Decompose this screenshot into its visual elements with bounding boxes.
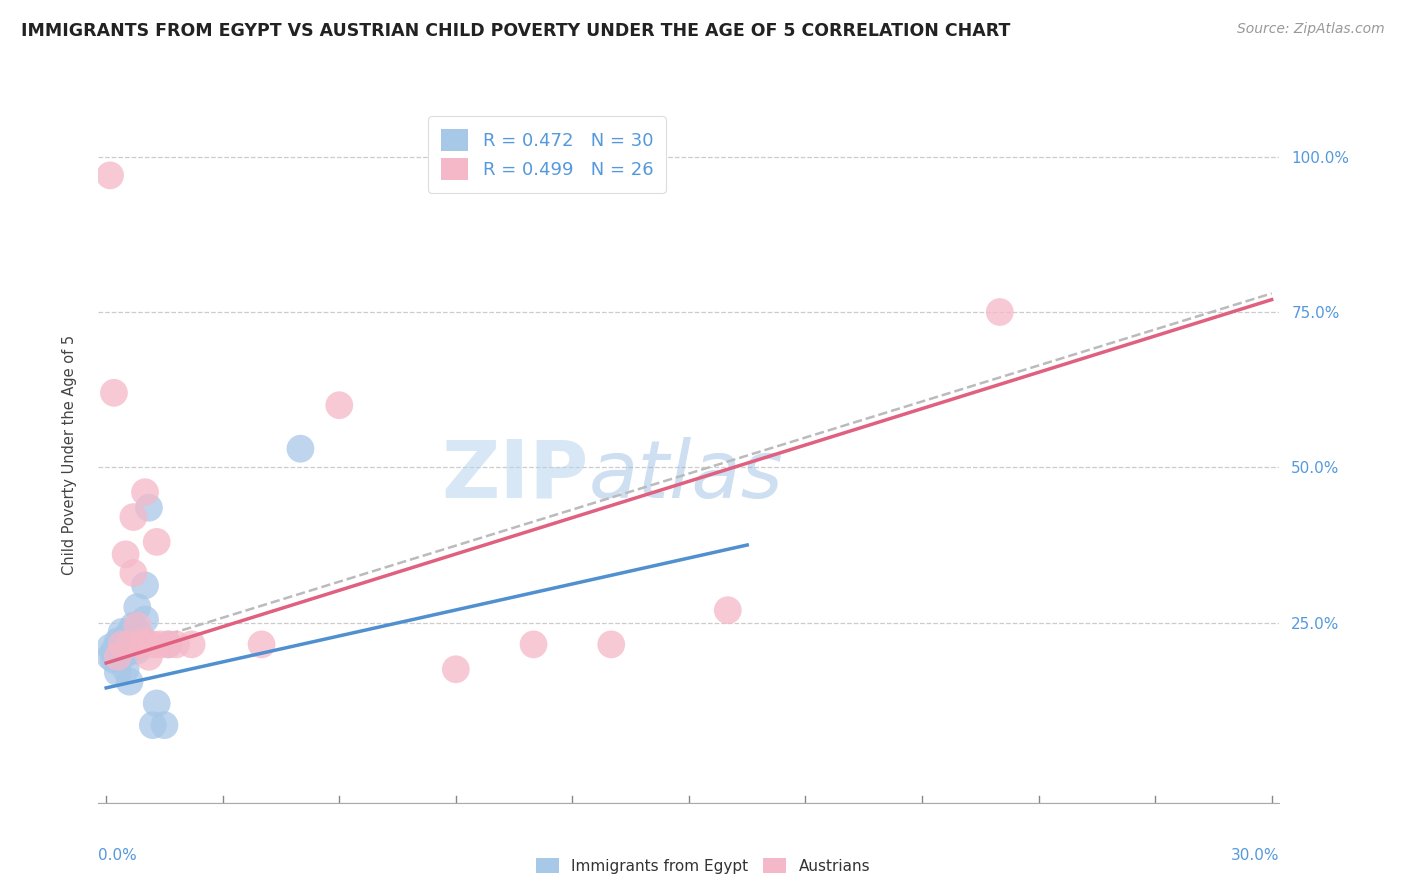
Point: [122, 566, 145, 580]
Point: [111, 624, 134, 639]
Text: IMMIGRANTS FROM EGYPT VS AUSTRIAN CHILD POVERTY UNDER THE AGE OF 5 CORRELATION C: IMMIGRANTS FROM EGYPT VS AUSTRIAN CHILD …: [21, 22, 1011, 40]
Point: [127, 624, 149, 639]
Point: [290, 442, 312, 456]
Point: [988, 305, 1011, 319]
Point: [157, 637, 180, 651]
Text: Source: ZipAtlas.com: Source: ZipAtlas.com: [1237, 22, 1385, 37]
Point: [114, 647, 136, 661]
Point: [103, 385, 125, 400]
Point: [129, 637, 152, 651]
Point: [145, 534, 167, 549]
Point: [118, 637, 141, 651]
Point: [107, 634, 129, 648]
Point: [250, 637, 273, 651]
Text: 0.0%: 0.0%: [98, 848, 138, 863]
Point: [103, 653, 125, 667]
Point: [122, 640, 145, 655]
Point: [118, 640, 141, 655]
Point: [444, 662, 467, 676]
Point: [522, 637, 544, 651]
Point: [127, 600, 149, 615]
Point: [111, 649, 134, 664]
Point: [118, 674, 141, 689]
Point: [107, 665, 129, 680]
Point: [157, 637, 180, 651]
Point: [107, 643, 129, 657]
Point: [145, 697, 167, 711]
Text: atlas: atlas: [589, 437, 783, 515]
Point: [600, 637, 623, 651]
Text: 30.0%: 30.0%: [1232, 848, 1279, 863]
Point: [98, 649, 121, 664]
Point: [114, 662, 136, 676]
Point: [153, 718, 176, 732]
Point: [134, 578, 156, 592]
Point: [138, 649, 160, 664]
Point: [129, 631, 152, 645]
Point: [127, 619, 149, 633]
Point: [717, 603, 740, 617]
Point: [138, 500, 160, 515]
Point: [127, 643, 149, 657]
Point: [142, 637, 165, 651]
Point: [103, 643, 125, 657]
Legend: R = 0.472   N = 30, R = 0.499   N = 26: R = 0.472 N = 30, R = 0.499 N = 26: [429, 116, 666, 193]
Point: [165, 637, 187, 651]
Point: [107, 649, 129, 664]
Point: [180, 637, 202, 651]
Text: ZIP: ZIP: [441, 437, 589, 515]
Y-axis label: Child Poverty Under the Age of 5: Child Poverty Under the Age of 5: [62, 334, 77, 575]
Point: [111, 637, 134, 651]
Point: [98, 169, 121, 183]
Point: [149, 637, 172, 651]
Point: [134, 613, 156, 627]
Point: [98, 640, 121, 655]
Point: [118, 624, 141, 639]
Point: [122, 510, 145, 524]
Point: [114, 547, 136, 561]
Point: [328, 398, 350, 412]
Point: [142, 718, 165, 732]
Point: [134, 485, 156, 500]
Point: [111, 640, 134, 655]
Point: [134, 634, 156, 648]
Point: [122, 619, 145, 633]
Point: [114, 631, 136, 645]
Legend: Immigrants from Egypt, Austrians: Immigrants from Egypt, Austrians: [530, 852, 876, 880]
